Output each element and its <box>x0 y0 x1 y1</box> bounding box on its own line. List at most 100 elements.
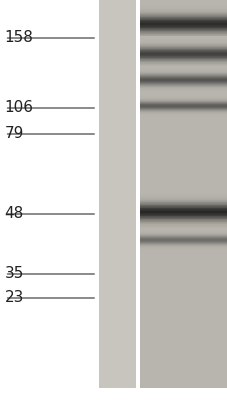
Bar <box>140 67 226 68</box>
Bar <box>140 66 226 67</box>
Bar <box>140 83 226 84</box>
Bar <box>140 240 226 241</box>
Bar <box>140 229 226 230</box>
Bar <box>140 36 226 37</box>
Text: 158: 158 <box>5 30 33 46</box>
Bar <box>140 46 226 47</box>
Bar <box>140 251 226 252</box>
Bar <box>140 200 226 201</box>
Bar <box>140 55 226 56</box>
Bar <box>140 228 226 229</box>
Bar <box>140 210 226 211</box>
Bar <box>140 44 226 45</box>
Bar <box>140 57 226 58</box>
Bar <box>140 205 226 206</box>
Bar <box>140 247 226 248</box>
Bar <box>140 243 226 244</box>
Bar <box>140 218 226 219</box>
Bar <box>140 78 226 79</box>
Bar <box>140 45 226 46</box>
Bar <box>140 249 226 250</box>
Bar <box>140 19 226 20</box>
Bar <box>140 216 226 217</box>
Bar <box>140 30 226 31</box>
Bar <box>140 87 226 88</box>
Bar <box>140 21 226 22</box>
Bar <box>140 61 226 62</box>
Bar <box>140 231 226 232</box>
Bar <box>140 32 226 33</box>
Bar <box>140 73 226 74</box>
Bar <box>140 75 226 76</box>
Bar <box>140 50 226 51</box>
Bar <box>140 6 226 7</box>
Bar <box>140 76 226 77</box>
Bar <box>140 52 226 53</box>
Bar <box>140 40 226 41</box>
Bar <box>140 43 226 44</box>
Text: 79: 79 <box>5 126 24 142</box>
Bar <box>140 208 226 209</box>
Bar <box>140 233 226 234</box>
Bar <box>140 38 226 39</box>
Bar <box>140 68 226 69</box>
Bar <box>140 15 226 16</box>
Bar <box>140 215 226 216</box>
Bar <box>140 91 226 92</box>
Bar <box>140 69 226 70</box>
Bar <box>140 43 226 44</box>
Bar <box>140 11 226 12</box>
Bar <box>140 193 226 194</box>
Bar <box>140 39 226 40</box>
Bar <box>140 42 226 43</box>
Bar <box>140 89 226 90</box>
Bar <box>140 211 226 212</box>
Bar <box>140 88 226 89</box>
Bar <box>140 18 226 19</box>
Bar <box>140 70 226 71</box>
Bar <box>140 220 226 221</box>
Bar <box>140 41 226 42</box>
Bar <box>140 233 226 234</box>
Bar <box>140 242 226 243</box>
Bar <box>140 116 226 117</box>
Text: 48: 48 <box>5 206 24 222</box>
Bar <box>99 0 135 388</box>
Bar <box>140 92 226 93</box>
Bar <box>140 5 226 6</box>
Bar <box>140 44 226 45</box>
Bar <box>140 222 226 223</box>
Bar <box>140 28 226 29</box>
Bar <box>140 114 226 115</box>
Bar <box>140 56 226 57</box>
Bar <box>140 37 226 38</box>
Bar <box>140 54 226 55</box>
Bar <box>140 204 226 205</box>
Bar <box>140 2 226 3</box>
Bar <box>140 0 226 388</box>
Bar <box>140 70 226 71</box>
Bar <box>140 53 226 54</box>
Bar <box>140 110 226 111</box>
Bar <box>140 22 226 23</box>
Bar <box>140 51 226 52</box>
Bar <box>140 68 226 69</box>
Bar <box>140 85 226 86</box>
Bar <box>140 250 226 251</box>
Bar <box>140 194 226 195</box>
Bar <box>140 29 226 30</box>
Bar <box>140 25 226 26</box>
Bar <box>140 58 226 59</box>
Bar <box>140 41 226 42</box>
Bar <box>140 33 226 34</box>
Bar <box>140 192 226 193</box>
Bar <box>140 229 226 230</box>
Bar <box>140 213 226 214</box>
Bar <box>140 245 226 246</box>
Bar <box>140 34 226 35</box>
Bar <box>140 66 226 67</box>
Bar <box>140 86 226 87</box>
Bar <box>140 12 226 13</box>
Bar <box>140 212 226 213</box>
Bar <box>140 77 226 78</box>
